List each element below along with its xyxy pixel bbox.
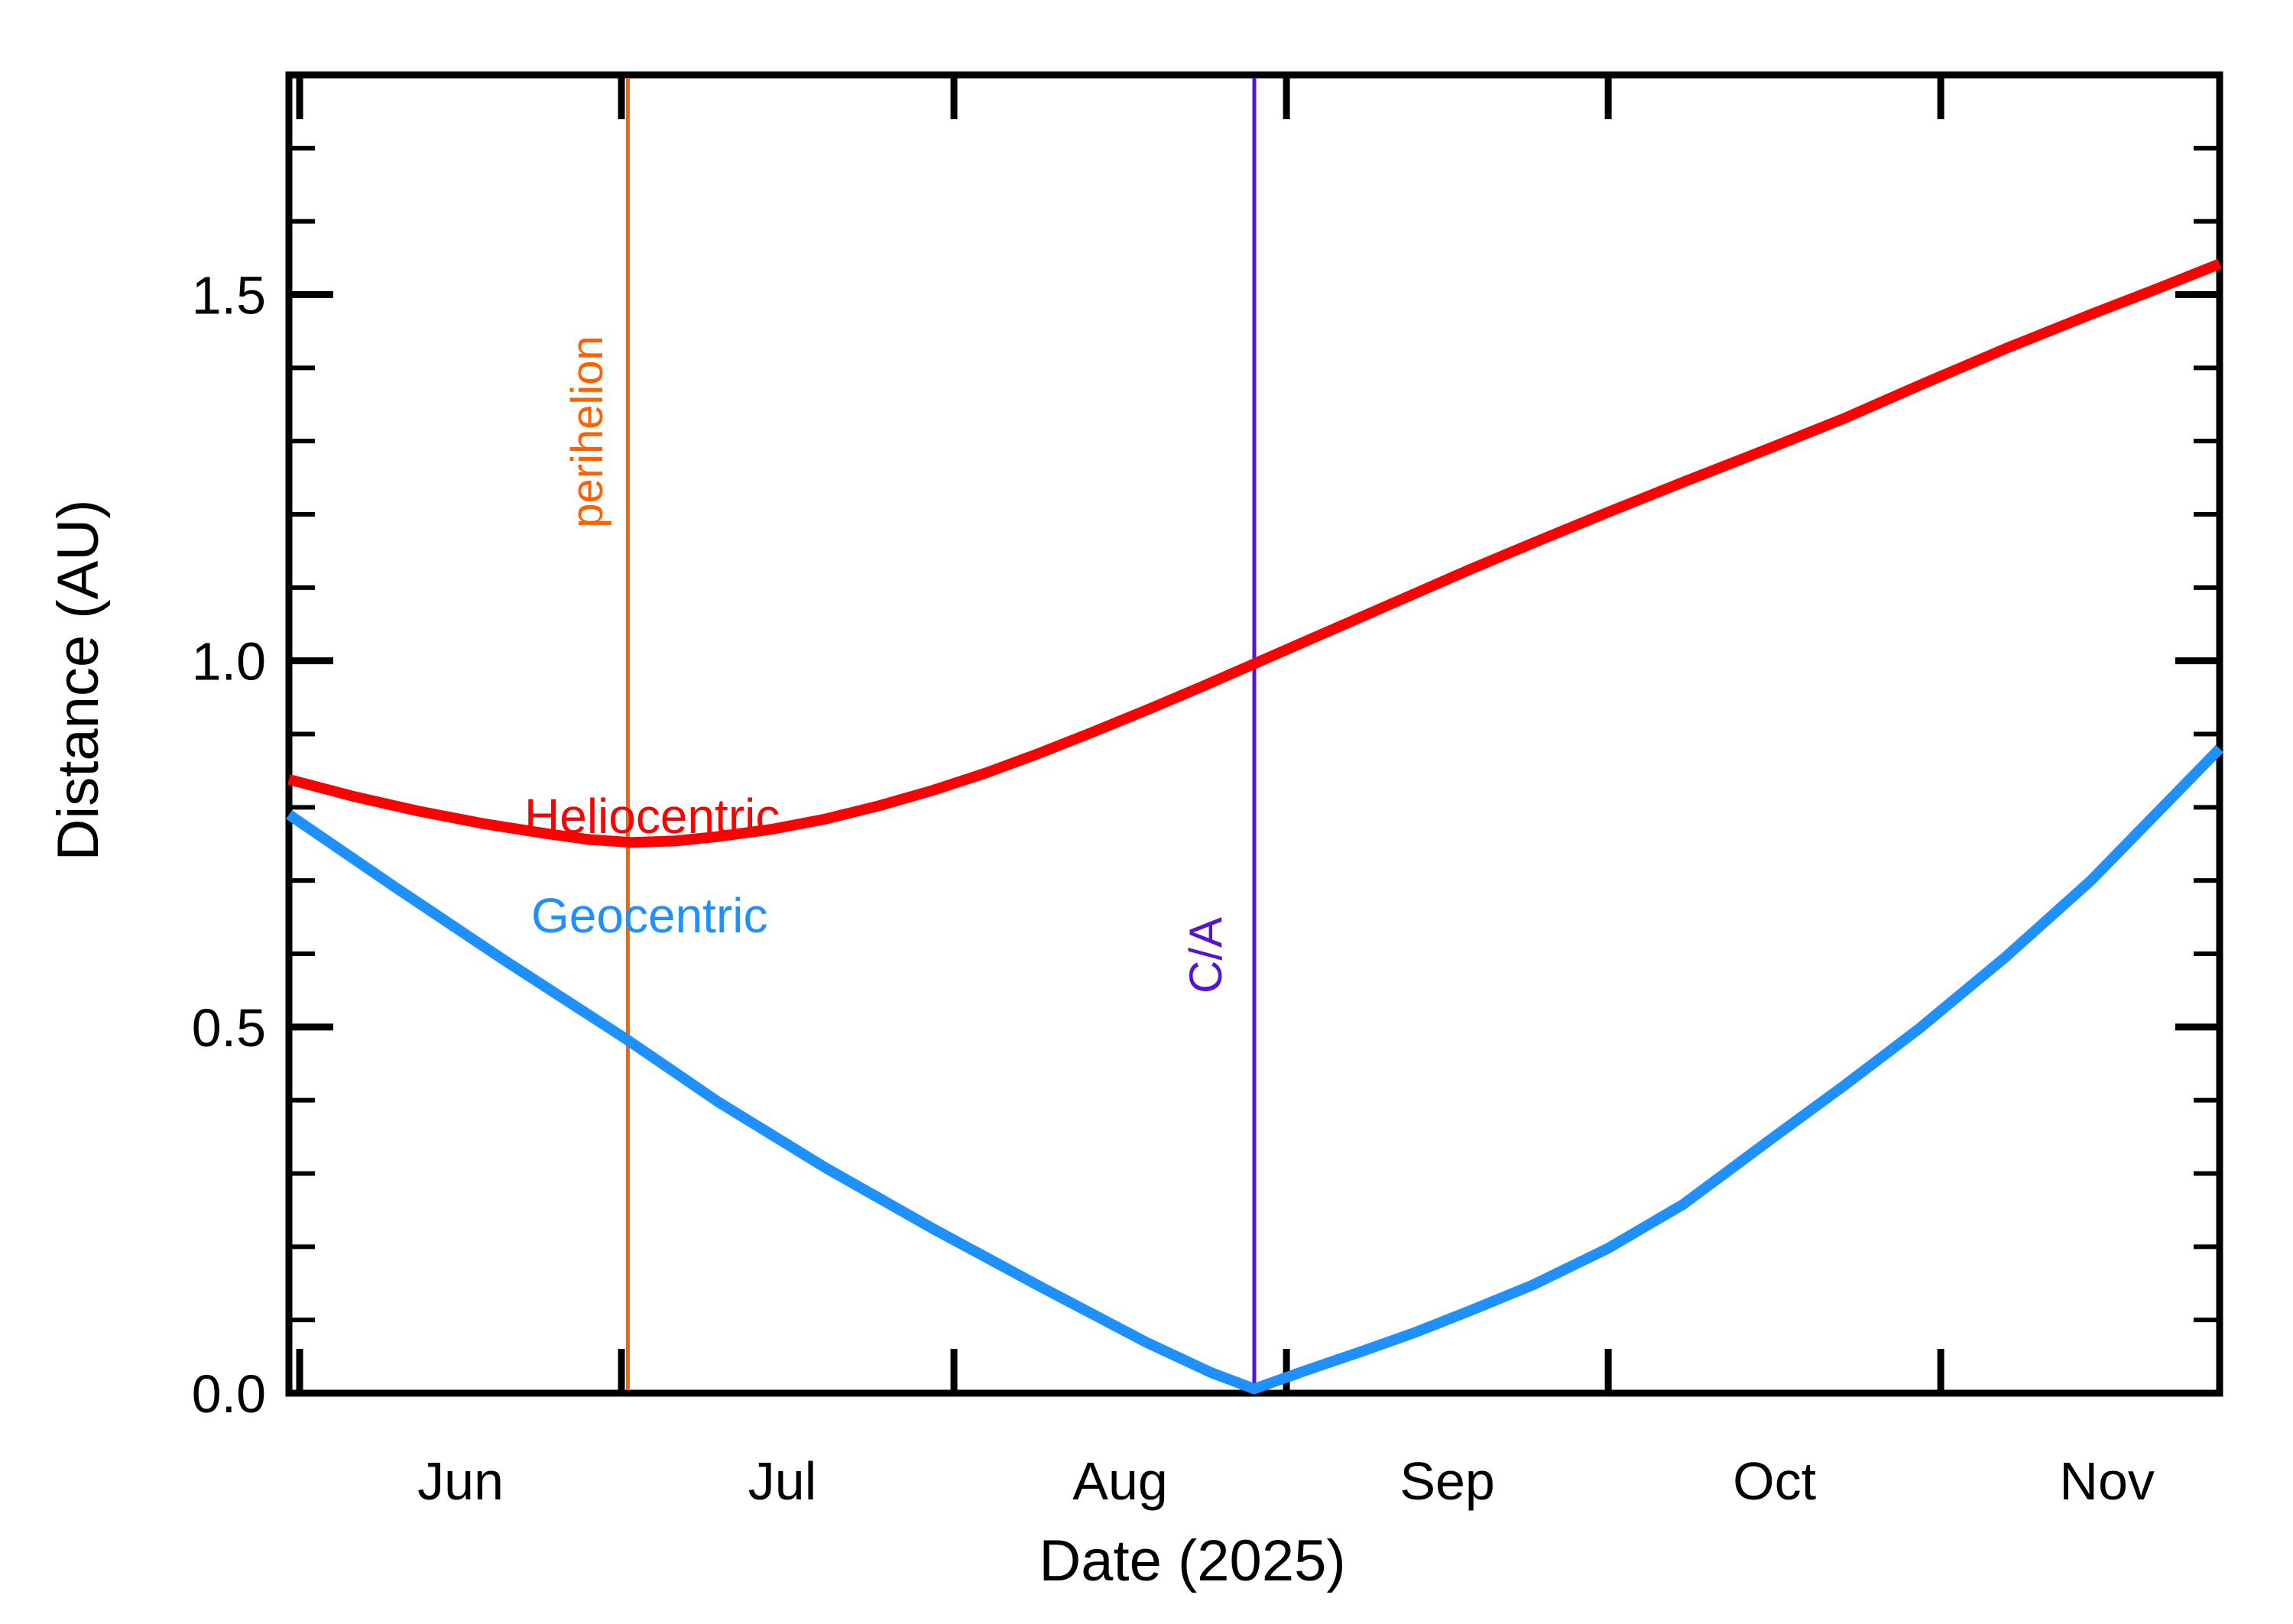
x-month-label: Sep xyxy=(1399,1451,1495,1511)
series-label-geocentric: Geocentric xyxy=(531,888,767,943)
y-tick-label: 0.5 xyxy=(192,998,266,1058)
x-month-label: Jun xyxy=(417,1451,504,1511)
y-axis-title: Distance (AU) xyxy=(46,500,111,861)
event-lines-group xyxy=(625,78,1257,1390)
curve-geocentric xyxy=(286,744,2224,1395)
y-tick-label: 1.5 xyxy=(192,266,266,326)
axes-frame-group: 0.0 0.5 1.0 1.5 Jun Jul Aug Sep Oct Nov xyxy=(192,71,2223,1511)
y-tick-label: 1.0 xyxy=(192,632,266,692)
x-month-label: Aug xyxy=(1072,1451,1168,1511)
x-month-label: Jul xyxy=(748,1451,816,1511)
x-month-label: Oct xyxy=(1733,1451,1816,1511)
curves-group xyxy=(286,258,2224,1395)
x-axis-title: Date (2025) xyxy=(1039,1528,1345,1593)
series-label-heliocentric: Heliocentric xyxy=(524,789,780,844)
event-label-perihelion: perihelion xyxy=(563,335,612,528)
event-label-close-approach: C/A xyxy=(1180,917,1231,994)
x-month-label: Nov xyxy=(2059,1451,2154,1511)
y-tick-label: 0.0 xyxy=(192,1364,266,1424)
curve-heliocentric xyxy=(287,258,2222,848)
